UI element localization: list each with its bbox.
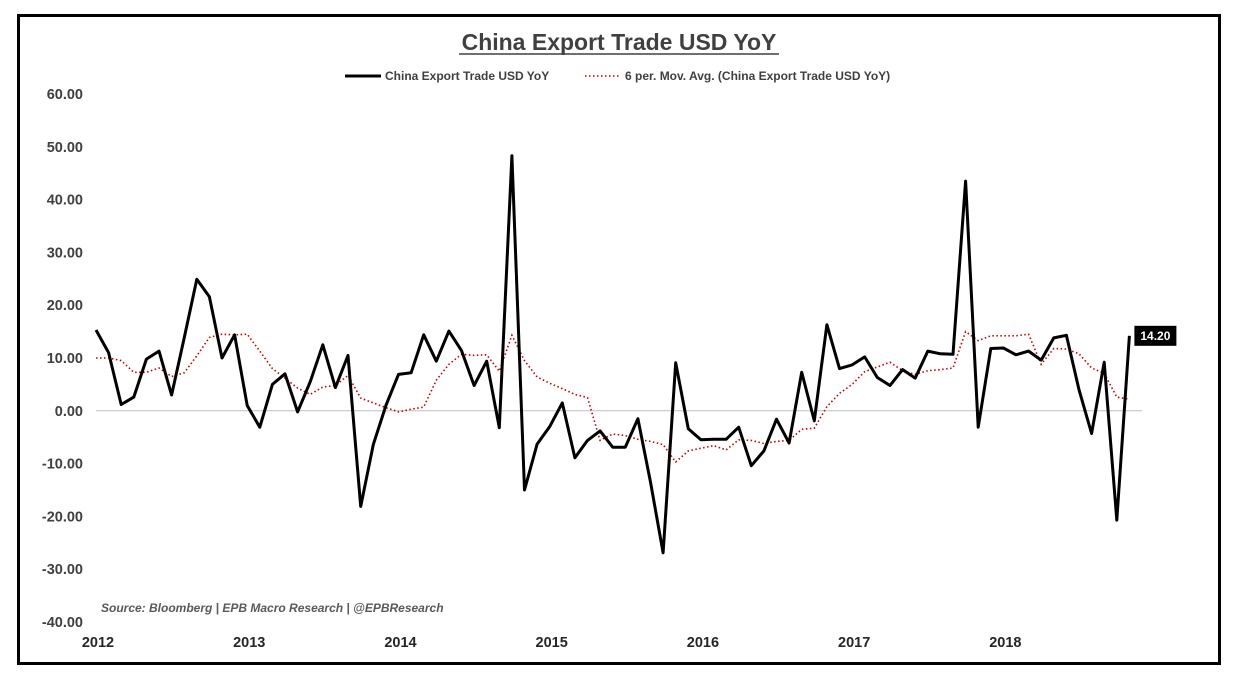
chart-title: China Export Trade USD YoY	[462, 29, 777, 55]
x-tick-label: 2016	[687, 635, 719, 651]
y-tick-label: 30.00	[47, 245, 83, 261]
y-tick-label: -30.00	[42, 562, 83, 578]
last-value-label-text: 14.20	[1140, 329, 1170, 343]
x-tick-label: 2015	[536, 635, 568, 651]
y-tick-label: 0.00	[55, 404, 83, 420]
y-tick-label: -20.00	[42, 509, 83, 525]
x-tick-label: 2014	[384, 635, 416, 651]
last-value-label: 14.20	[1134, 325, 1177, 346]
y-axis-ticks: 60.00 50.00 40.00 30.00 20.00 10.00 0.00 -10.00…	[42, 87, 83, 631]
y-tick-label: -40.00	[42, 615, 83, 631]
series-line-export	[94, 154, 1131, 555]
y-tick-label: -10.00	[42, 457, 83, 473]
y-tick-label: 40.00	[47, 193, 83, 209]
legend-label-moving-average: 6 per. Mov. Avg. (China Export Trade USD…	[625, 69, 890, 83]
y-tick-label: 50.00	[47, 140, 83, 156]
x-tick-label: 2018	[989, 635, 1021, 651]
y-tick-label: 60.00	[47, 87, 83, 103]
y-tick-label: 10.00	[47, 351, 83, 367]
y-tick-label: 20.00	[47, 298, 83, 314]
legend-label-export: China Export Trade USD YoY	[385, 69, 549, 83]
x-axis-ticks: 2012 2013 2014 2015 2016 2017 2018	[82, 635, 1022, 651]
x-tick-label: 2012	[82, 635, 114, 651]
last-value-label-box	[1134, 325, 1177, 346]
source-note: Source: Bloomberg | EPB Macro Research |…	[101, 601, 444, 615]
x-tick-label: 2017	[838, 635, 870, 651]
x-tick-label: 2013	[233, 635, 265, 651]
legend: China Export Trade USD YoY 6 per. Mov. A…	[345, 69, 890, 83]
